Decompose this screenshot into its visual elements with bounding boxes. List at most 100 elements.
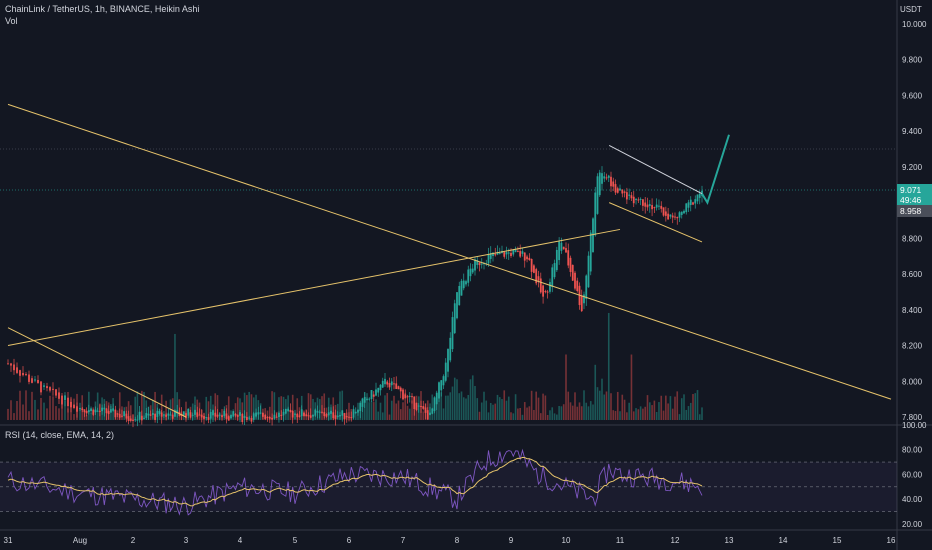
candle-body xyxy=(116,413,119,415)
volume-bar xyxy=(318,399,321,420)
candle-body xyxy=(567,250,570,266)
candle-body xyxy=(460,280,463,296)
volume-bar xyxy=(239,398,241,420)
candle-body xyxy=(243,415,246,419)
volume-bar xyxy=(433,409,436,420)
volume-bar xyxy=(598,390,601,420)
candle-body xyxy=(386,381,389,385)
volume-bar xyxy=(519,407,521,420)
rsi-pane xyxy=(0,448,897,516)
candle-body xyxy=(366,398,368,400)
volume-bar xyxy=(96,392,99,420)
trendlines[interactable] xyxy=(7,103,892,418)
volume-bar xyxy=(694,393,697,420)
candle-body xyxy=(167,413,170,416)
candle-body xyxy=(151,413,154,415)
volume-bar xyxy=(465,398,467,420)
volume-bar xyxy=(25,390,27,420)
candles[interactable] xyxy=(7,166,703,428)
volume-bar xyxy=(494,403,497,420)
volume-bar xyxy=(16,400,18,420)
volume-bar xyxy=(635,408,637,420)
candle-body xyxy=(411,396,413,398)
volume-bar xyxy=(469,379,472,420)
candle-body xyxy=(521,251,524,254)
candle-body xyxy=(259,412,262,414)
candle-body xyxy=(361,398,364,407)
volume-bar xyxy=(174,333,176,420)
volume-bar xyxy=(503,390,506,420)
volume-bar xyxy=(637,409,640,420)
volume-bar xyxy=(651,405,653,420)
candle-body xyxy=(76,406,78,412)
volume-bar xyxy=(271,391,273,420)
volume-bar xyxy=(390,400,393,420)
time-tick: 10 xyxy=(562,536,571,545)
volume-bar xyxy=(612,410,615,420)
candle-body xyxy=(698,193,701,198)
volume-bar xyxy=(701,407,703,420)
rsi-tick: 20.00 xyxy=(902,520,923,529)
candle-body xyxy=(203,416,205,419)
price-tick: 9.400 xyxy=(902,127,923,136)
candle-body xyxy=(662,207,665,216)
candle-body xyxy=(377,387,380,393)
volume-bar xyxy=(501,399,503,420)
candle-body xyxy=(510,252,512,256)
candle-body xyxy=(516,250,519,252)
candle-body xyxy=(569,257,572,272)
candle-body xyxy=(395,383,398,389)
candle-body xyxy=(96,410,99,412)
candle-body xyxy=(442,376,445,386)
volume-bar xyxy=(514,394,517,420)
volume-bar xyxy=(406,405,409,420)
volume-bar xyxy=(578,402,581,420)
volume-bar xyxy=(58,408,60,420)
candle-body xyxy=(264,414,267,419)
candle-body xyxy=(424,407,427,413)
volume-bar xyxy=(556,414,558,420)
candle-body xyxy=(574,272,576,289)
candle-body xyxy=(212,410,214,416)
volume-bar xyxy=(562,404,565,420)
candle-body xyxy=(52,388,54,390)
volume-bar xyxy=(354,414,357,420)
candle-body xyxy=(341,410,344,416)
candle-body xyxy=(648,204,651,206)
volume-bar xyxy=(683,394,685,420)
volume-bar xyxy=(660,395,663,420)
volume-bar xyxy=(323,393,326,420)
volume-bar xyxy=(34,399,36,420)
candle-body xyxy=(92,409,95,415)
candle-body xyxy=(393,383,395,385)
secondary-price-tag: 8.958 xyxy=(897,205,932,217)
volume-bar xyxy=(658,402,660,420)
candle-body xyxy=(336,415,339,418)
candle-body xyxy=(239,412,241,416)
candle-body xyxy=(406,396,409,398)
candle-body xyxy=(236,414,239,417)
volume-bar xyxy=(596,387,599,420)
candle-body xyxy=(282,411,285,416)
volume-bar xyxy=(134,396,137,420)
volume-bar xyxy=(460,391,463,420)
volume-bar xyxy=(348,402,350,420)
volume-bar xyxy=(692,394,694,420)
candle-body xyxy=(514,249,517,253)
volume-bar xyxy=(431,394,434,420)
candle-body xyxy=(539,278,542,293)
volume-bar xyxy=(13,413,15,420)
candle-body xyxy=(357,409,359,413)
candle-body xyxy=(496,251,499,255)
candle-body xyxy=(379,384,382,391)
candle-body xyxy=(312,414,314,417)
volume-bar xyxy=(49,395,51,420)
volume-bar xyxy=(252,397,255,420)
volume-bar xyxy=(191,403,194,420)
price-tick: 9.200 xyxy=(902,163,923,172)
volume-bar xyxy=(438,392,440,420)
candle-body xyxy=(160,412,163,417)
volume-bar xyxy=(505,400,508,420)
candle-body xyxy=(307,415,310,417)
